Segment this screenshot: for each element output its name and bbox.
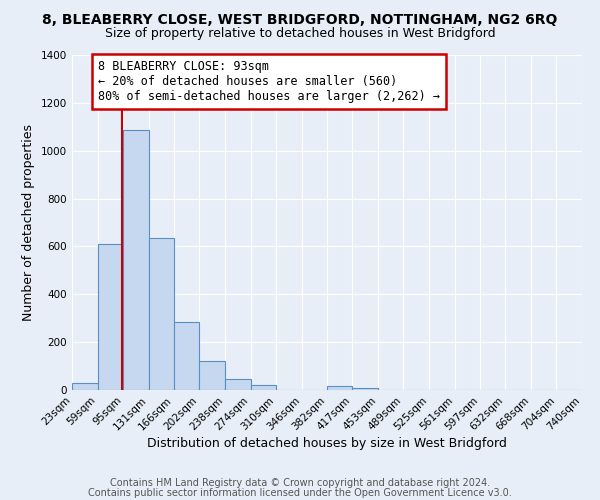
Bar [174, 322, 199, 390]
Text: 8, BLEABERRY CLOSE, WEST BRIDGFORD, NOTTINGHAM, NG2 6RQ: 8, BLEABERRY CLOSE, WEST BRIDGFORD, NOTT… [43, 12, 557, 26]
Bar [199, 362, 225, 390]
Bar [225, 379, 251, 390]
Bar [98, 244, 123, 390]
Text: 8 BLEABERRY CLOSE: 93sqm
← 20% of detached houses are smaller (560)
80% of semi-: 8 BLEABERRY CLOSE: 93sqm ← 20% of detach… [98, 60, 440, 103]
Bar [251, 385, 276, 390]
Bar [328, 386, 352, 390]
Bar [149, 238, 174, 390]
Text: Contains HM Land Registry data © Crown copyright and database right 2024.: Contains HM Land Registry data © Crown c… [110, 478, 490, 488]
Text: Contains public sector information licensed under the Open Government Licence v3: Contains public sector information licen… [88, 488, 512, 498]
Bar [352, 388, 378, 390]
Bar [123, 130, 149, 390]
X-axis label: Distribution of detached houses by size in West Bridgford: Distribution of detached houses by size … [147, 438, 507, 450]
Text: Size of property relative to detached houses in West Bridgford: Size of property relative to detached ho… [104, 28, 496, 40]
Bar [72, 383, 98, 390]
Y-axis label: Number of detached properties: Number of detached properties [22, 124, 35, 321]
